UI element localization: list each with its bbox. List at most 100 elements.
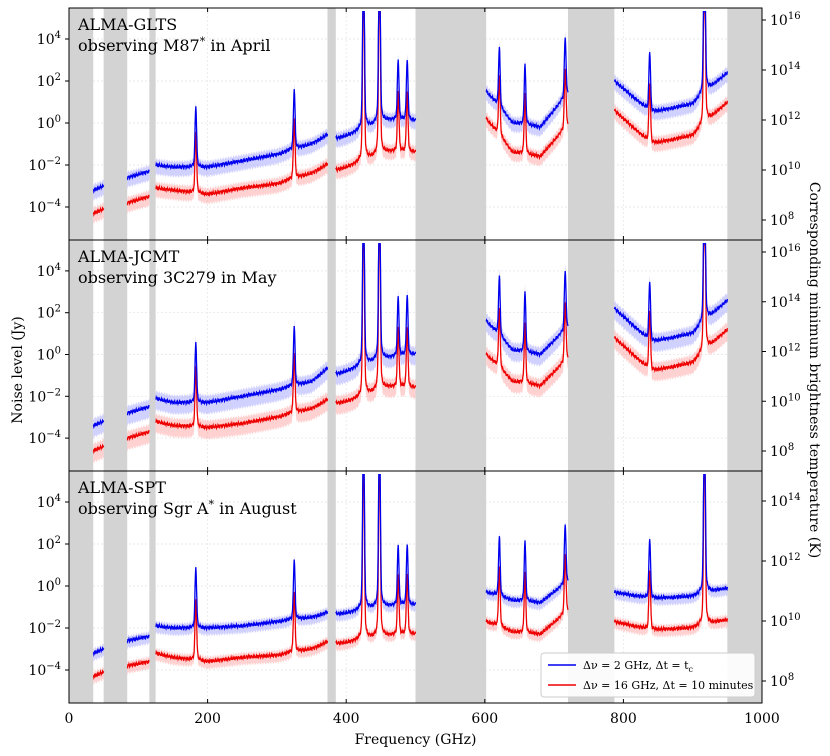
blue-series-line	[126, 169, 150, 181]
y-tick-label: 10−4	[28, 661, 61, 679]
red-uncertainty-band	[155, 346, 328, 441]
right-y-tick-label: 1016	[770, 11, 801, 29]
blue-uncertainty-band	[93, 179, 104, 201]
red-series-line	[485, 554, 569, 638]
red-series-line	[485, 68, 569, 161]
right-y-tick-label: 1014	[770, 61, 801, 79]
legend: Δν = 2 GHz, Δt = tc Δν = 16 GHz, Δt = 10 …	[540, 652, 756, 698]
y-tick-label: 10−4	[28, 429, 61, 447]
red-series-line	[92, 206, 105, 218]
masked-band	[727, 8, 762, 240]
y-tick-label: 104	[37, 262, 61, 280]
red-series-line	[613, 243, 729, 373]
masked-band	[69, 240, 94, 471]
blue-series-line	[335, 474, 417, 617]
blue-series-line	[155, 89, 329, 171]
masked-band	[149, 471, 156, 703]
x-axis-label: Frequency (GHz)	[355, 732, 477, 748]
panel-subtitle: observing 3C279 in May	[78, 268, 277, 287]
y-tick-label: 102	[37, 72, 61, 90]
red-series-line	[126, 659, 150, 670]
right-y-tick-label: 1012	[770, 111, 801, 129]
masked-band	[149, 240, 156, 471]
series-group	[92, 474, 729, 685]
blue-series-line	[155, 325, 329, 407]
right-y-tick-label: 1010	[770, 392, 801, 410]
panel-frame	[68, 470, 763, 704]
x-tick-label: 0	[65, 711, 74, 727]
red-series-line	[335, 243, 417, 406]
masked-band	[415, 240, 487, 471]
panel-title: ALMA-JCMT	[77, 247, 180, 266]
blue-series-line	[155, 559, 329, 632]
blue-series-line	[485, 270, 569, 359]
red-series-line	[613, 11, 729, 146]
x-tick-label: 800	[610, 711, 637, 727]
masked-band	[149, 8, 156, 240]
blue-series-line	[485, 524, 569, 606]
legend-label-red: Δν = 16 GHz, Δt = 10 minutes	[583, 679, 754, 692]
red-uncertainty-band	[486, 295, 568, 399]
masked-band	[69, 471, 94, 703]
blue-series-line	[613, 11, 729, 115]
y-tick-label: 100	[37, 114, 61, 132]
panel-alma-glts: 10−4 10−2 100 102 104 108 1010 1012 1014 1016 ALMA…	[28, 7, 801, 241]
right-y-tick-label: 1014	[770, 293, 801, 311]
blue-series-line	[335, 243, 417, 378]
masked-band	[567, 240, 615, 471]
blue-uncertainty-band	[127, 164, 150, 189]
masked-band	[327, 240, 336, 471]
right-y-tick-label: 1014	[770, 492, 801, 510]
panel-alma-jcmt: 10−4 10−2 100 102 104 108 1010 1012 1014 1016 ALMA…	[28, 239, 801, 472]
red-uncertainty-band	[486, 63, 568, 168]
panel-title: ALMA-SPT	[77, 478, 166, 497]
y-axis-label-right: Corresponding minimum brightness tempera…	[806, 182, 822, 558]
y-tick-label: 104	[37, 30, 61, 48]
red-series-line	[126, 429, 150, 442]
series-group	[92, 11, 729, 225]
right-y-tick-label: 1010	[770, 612, 801, 630]
panel-title: ALMA-GLTS	[77, 15, 177, 34]
masked-band	[415, 471, 487, 703]
masked-band	[103, 240, 128, 471]
red-series-line	[155, 118, 329, 198]
right-y-tick-label: 108	[770, 211, 794, 229]
red-uncertainty-band	[127, 189, 150, 214]
red-series-line	[613, 474, 729, 634]
masked-band	[727, 240, 762, 471]
red-uncertainty-band	[614, 243, 728, 383]
blue-series-line	[126, 404, 150, 416]
y-tick-label: 10−2	[28, 156, 61, 174]
y-tick-label: 102	[37, 304, 61, 322]
masked-band	[415, 8, 487, 240]
blue-uncertainty-band	[155, 319, 328, 416]
legend-box	[540, 652, 756, 698]
right-y-tick-label: 1012	[770, 552, 801, 570]
x-tick-label: 400	[333, 711, 360, 727]
right-y-tick-label: 1016	[770, 243, 801, 261]
x-tick-label: 200	[194, 711, 221, 727]
panel-subtitle: observing M87* in April	[78, 35, 271, 55]
blue-uncertainty-band	[486, 31, 568, 138]
red-series-line	[485, 302, 569, 390]
x-tick-label: 1000	[744, 711, 780, 727]
masked-band	[567, 8, 615, 240]
right-y-tick-label: 108	[770, 442, 794, 460]
masked-band	[327, 8, 336, 240]
right-y-tick-label: 108	[770, 672, 794, 690]
blue-series-line	[613, 474, 729, 602]
masked-band	[69, 8, 94, 240]
y-tick-label: 10−4	[28, 198, 61, 216]
red-uncertainty-band	[155, 587, 328, 671]
panel-subtitle: observing Sgr A* in August	[78, 498, 297, 518]
red-uncertainty-band	[155, 112, 328, 206]
blue-uncertainty-band	[155, 555, 328, 638]
blue-series-line	[613, 243, 729, 344]
red-series-line	[126, 194, 150, 206]
blue-uncertainty-band	[155, 83, 328, 179]
y-tick-label: 10−2	[28, 619, 61, 637]
blue-uncertainty-band	[127, 398, 150, 426]
masked-band	[327, 471, 336, 703]
y-tick-label: 10−2	[28, 387, 61, 405]
